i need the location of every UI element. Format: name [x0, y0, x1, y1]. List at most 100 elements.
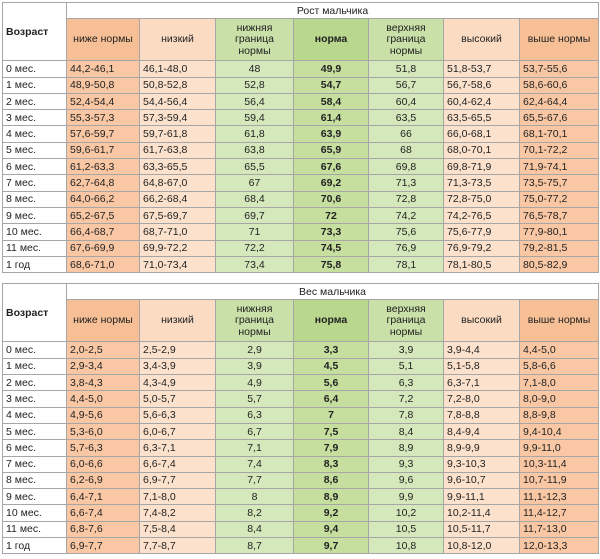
table-row: 5 мес. 5,3-6,0 6,0-6,7 6,7 7,5 8,4 8,4-9,4 9,4-… — [2, 422, 600, 441]
table-row: 9 мес. 65,2-67,5 67,5-69,7 69,7 72 74,2 74,2-7… — [2, 206, 599, 225]
weight-cell-low: 7,4-8,2 — [139, 504, 216, 522]
height-cell-upper-bound: 60,4 — [368, 92, 444, 111]
height-cell-low: 50,8-52,8 — [139, 76, 216, 94]
height-cell-upper-bound: 72,8 — [368, 190, 444, 208]
height-age-cell: 4 мес. — [2, 125, 67, 143]
weight-cell-lower-bound: 3,9 — [215, 357, 294, 376]
height-age-cell: 1 год — [2, 255, 67, 274]
weight-cell-norm: 7,5 — [293, 422, 369, 441]
weight-cell-below-norm: 5,7-6,3 — [66, 439, 140, 457]
weight-age-cell: 6 мес. — [2, 439, 67, 457]
height-cell-norm: 69,2 — [293, 174, 369, 192]
weight-cell-norm: 8,6 — [293, 471, 369, 490]
height-header-upper-bound: верхняя граница нормы — [368, 18, 444, 62]
height-cell-above-norm: 80,5-82,9 — [519, 255, 599, 274]
table-row: 8 мес. 6,2-6,9 6,9-7,7 7,7 8,6 9,6 9,6-10,7 10,… — [2, 471, 600, 490]
weight-header-below-norm: ниже нормы — [66, 299, 140, 343]
weight-cell-above-norm: 9,4-10,4 — [518, 422, 600, 441]
weight-cell-low: 6,9-7,7 — [139, 471, 216, 490]
weight-cell-below-norm: 4,4-5,0 — [66, 390, 140, 408]
height-cell-high: 63,5-65,5 — [443, 109, 520, 127]
weight-cell-below-norm: 6,6-7,4 — [66, 504, 140, 522]
height-cell-low: 54,4-56,4 — [139, 92, 216, 111]
table-row: 7 мес. 62,7-64,8 64,8-67,0 67 69,2 71,3 71,3-7… — [2, 174, 599, 192]
weight-cell-low: 7,1-8,0 — [139, 488, 216, 506]
height-cell-above-norm: 77,9-80,1 — [519, 223, 599, 241]
height-cell-low: 46,1-48,0 — [139, 60, 216, 78]
height-cell-upper-bound: 68 — [368, 141, 444, 160]
weight-cell-below-norm: 6,9-7,7 — [66, 537, 140, 555]
height-cell-norm: 73,3 — [293, 223, 369, 241]
height-cell-lower-bound: 56,4 — [215, 92, 294, 111]
height-cell-below-norm: 57,6-59,7 — [66, 125, 140, 143]
weight-cell-lower-bound: 8 — [215, 488, 294, 506]
weight-cell-low: 3,4-3,9 — [139, 357, 216, 376]
weight-age-cell: 7 мес. — [2, 455, 67, 473]
weight-age-cell: 2 мес. — [2, 374, 67, 392]
height-cell-low: 57,3-59,4 — [139, 109, 216, 127]
height-cell-high: 75,6-77,9 — [443, 223, 520, 241]
table-row: 6 мес. 61,2-63,3 63,3-65,5 65,5 67,6 69,8 69,8… — [2, 158, 599, 176]
height-cell-low: 63,3-65,5 — [139, 158, 216, 176]
table-row: 5 мес. 59,6-61,7 61,7-63,8 63,8 65,9 68 68,0-7… — [2, 141, 599, 160]
height-cell-upper-bound: 76,9 — [368, 239, 444, 257]
weight-cell-norm: 4,5 — [293, 357, 369, 376]
weight-cell-below-norm: 6,2-6,9 — [66, 471, 140, 490]
height-cell-norm: 49,9 — [293, 60, 369, 78]
weight-cell-high: 7,2-8,0 — [443, 390, 520, 408]
weight-cell-high: 5,1-5,8 — [443, 357, 520, 376]
height-cell-upper-bound: 51,8 — [368, 60, 444, 78]
weight-cell-lower-bound: 7,7 — [215, 471, 294, 490]
height-cell-lower-bound: 68,4 — [215, 190, 294, 208]
weight-age-cell: 10 мес. — [2, 504, 67, 522]
weight-cell-low: 6,6-7,4 — [139, 455, 216, 473]
height-cell-low: 66,2-68,4 — [139, 190, 216, 208]
table-row: 2 мес. 52,4-54,4 54,4-56,4 56,4 58,4 60,4 60,4… — [2, 92, 599, 111]
height-cell-upper-bound: 74,2 — [368, 206, 444, 225]
weight-cell-norm: 5,6 — [293, 374, 369, 392]
height-table-title: Рост мальчика — [66, 1, 599, 20]
table-row: 10 мес. 66,4-68,7 68,7-71,0 71 73,3 75,6 75,6-… — [2, 223, 599, 241]
weight-header-above-norm: выше нормы — [518, 299, 600, 343]
weight-cell-above-norm: 4,4-5,0 — [518, 341, 600, 359]
height-age-cell: 9 мес. — [2, 206, 67, 225]
height-cell-below-norm: 62,7-64,8 — [66, 174, 140, 192]
weight-cell-low: 5,0-5,7 — [139, 390, 216, 408]
weight-cell-upper-bound: 9,9 — [368, 488, 444, 506]
height-cell-above-norm: 62,4-64,4 — [519, 92, 599, 111]
weight-cell-norm: 7 — [293, 406, 369, 424]
weight-age-cell: 3 мес. — [2, 390, 67, 408]
height-cell-norm: 54,7 — [293, 76, 369, 94]
weight-cell-norm: 7,9 — [293, 439, 369, 457]
weight-cell-high: 10,8-12,0 — [443, 537, 520, 555]
height-cell-lower-bound: 72,2 — [215, 239, 294, 257]
weight-cell-below-norm: 2,0-2,5 — [66, 341, 140, 359]
weight-cell-lower-bound: 8,4 — [215, 520, 294, 539]
height-cell-below-norm: 66,4-68,7 — [66, 223, 140, 241]
height-cell-upper-bound: 63,5 — [368, 109, 444, 127]
weight-cell-lower-bound: 2,9 — [215, 341, 294, 359]
weight-cell-low: 7,7-8,7 — [139, 537, 216, 555]
weight-cell-norm: 3,3 — [293, 341, 369, 359]
height-title-row: Возраст Рост мальчика — [2, 1, 599, 62]
weight-cell-norm: 8,9 — [293, 488, 369, 506]
weight-cell-high: 9,3-10,3 — [443, 455, 520, 473]
height-cell-high: 60,4-62,4 — [443, 92, 520, 111]
table-row: 4 мес. 57,6-59,7 59,7-61,8 61,8 63,9 66 66,0-6… — [2, 125, 599, 143]
height-age-cell: 1 мес. — [2, 76, 67, 94]
weight-header-norm: норма — [293, 299, 369, 343]
weight-header-high: высокий — [443, 299, 520, 343]
weight-age-cell: 1 год — [2, 537, 67, 555]
height-header-low: низкий — [139, 18, 216, 62]
weight-table-title: Вес мальчика — [65, 283, 600, 301]
weight-cell-below-norm: 6,4-7,1 — [66, 488, 140, 506]
height-header-above-norm: выше нормы — [519, 18, 599, 62]
height-age-cell: 0 мес. — [2, 60, 67, 78]
table-row: 2 мес. 3,8-4,3 4,3-4,9 4,9 5,6 6,3 6,3-7,1 7,1-… — [2, 374, 600, 392]
weight-cell-above-norm: 9,9-11,0 — [518, 439, 600, 457]
height-cell-high: 68,0-70,1 — [443, 141, 520, 160]
height-cell-norm: 63,9 — [293, 125, 369, 143]
height-cell-low: 64,8-67,0 — [139, 174, 216, 192]
height-cell-upper-bound: 69,8 — [368, 158, 444, 176]
